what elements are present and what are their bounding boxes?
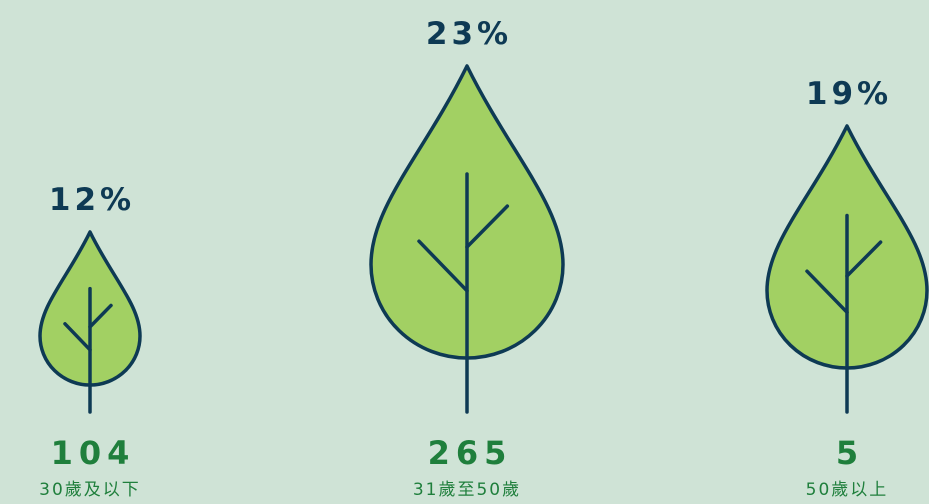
branch: [417, 239, 469, 293]
percent: 12%: [49, 182, 135, 218]
count: 265: [428, 434, 513, 472]
branch: [63, 322, 92, 352]
branch: [465, 204, 510, 249]
branch: [805, 269, 849, 315]
age-group: 30歲及以下: [39, 480, 141, 500]
count: 104: [51, 434, 136, 472]
age-group: 50歲以上: [806, 480, 889, 500]
count: 5: [836, 434, 864, 472]
percent: 23%: [426, 16, 512, 52]
percent: 19%: [806, 76, 892, 112]
age-group: 31歲至50歲: [413, 480, 521, 500]
branch: [88, 303, 113, 329]
branch: [845, 240, 883, 278]
